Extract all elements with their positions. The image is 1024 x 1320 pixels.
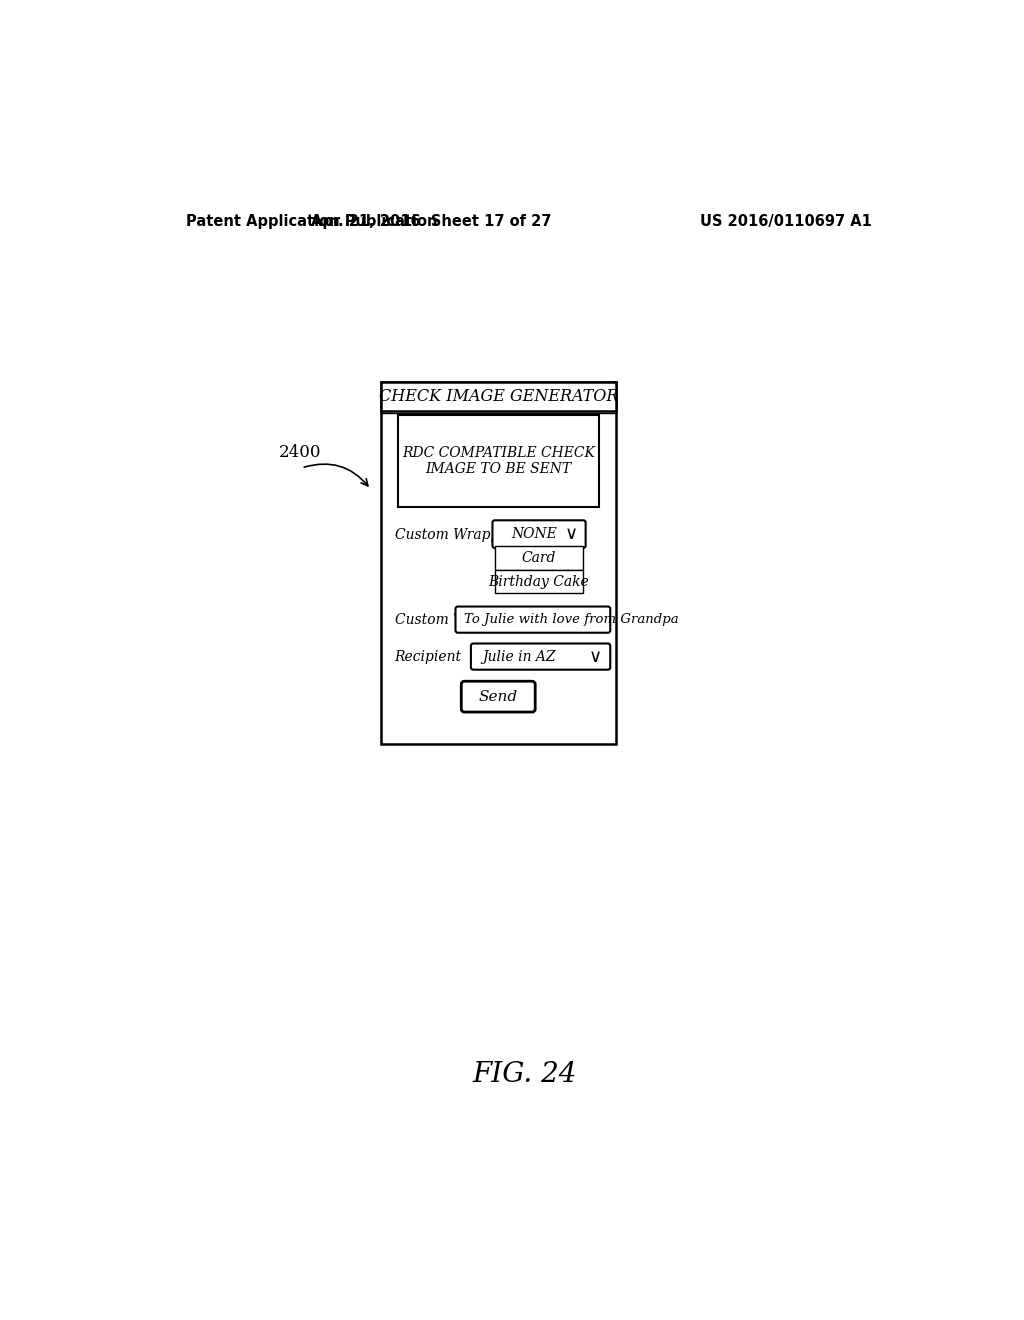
- Bar: [381, 381, 615, 411]
- Text: ∨: ∨: [589, 648, 602, 665]
- Text: Apr. 21, 2016  Sheet 17 of 27: Apr. 21, 2016 Sheet 17 of 27: [310, 214, 551, 230]
- Text: To Julie with love from Grandpa: To Julie with love from Grandpa: [464, 612, 679, 626]
- FancyBboxPatch shape: [493, 520, 586, 548]
- Text: US 2016/0110697 A1: US 2016/0110697 A1: [700, 214, 872, 230]
- Bar: [495, 570, 584, 594]
- FancyBboxPatch shape: [456, 607, 610, 632]
- Text: Patent Application Publication: Patent Application Publication: [186, 214, 437, 230]
- Text: RDC COMPATIBLE CHECK
IMAGE TO BE SENT: RDC COMPATIBLE CHECK IMAGE TO BE SENT: [401, 446, 595, 477]
- Text: Birthday Cake: Birthday Cake: [488, 576, 590, 589]
- Text: Send: Send: [478, 689, 518, 704]
- Text: 2400: 2400: [279, 444, 321, 461]
- Text: Recipient: Recipient: [394, 649, 462, 664]
- Text: Card: Card: [522, 550, 556, 565]
- Text: Custom Text: Custom Text: [394, 612, 482, 627]
- Bar: [495, 546, 584, 570]
- Text: NONE: NONE: [512, 527, 557, 541]
- FancyArrowPatch shape: [304, 465, 368, 486]
- Bar: [397, 414, 599, 507]
- Text: CHECK IMAGE GENERATOR: CHECK IMAGE GENERATOR: [379, 388, 617, 405]
- FancyBboxPatch shape: [471, 644, 610, 669]
- FancyBboxPatch shape: [461, 681, 536, 711]
- Text: ∨: ∨: [564, 525, 578, 543]
- Text: FIG. 24: FIG. 24: [473, 1061, 577, 1088]
- Text: Custom Wrapper?: Custom Wrapper?: [394, 528, 521, 543]
- Text: Julie in AZ: Julie in AZ: [482, 649, 556, 664]
- Bar: [381, 381, 615, 743]
